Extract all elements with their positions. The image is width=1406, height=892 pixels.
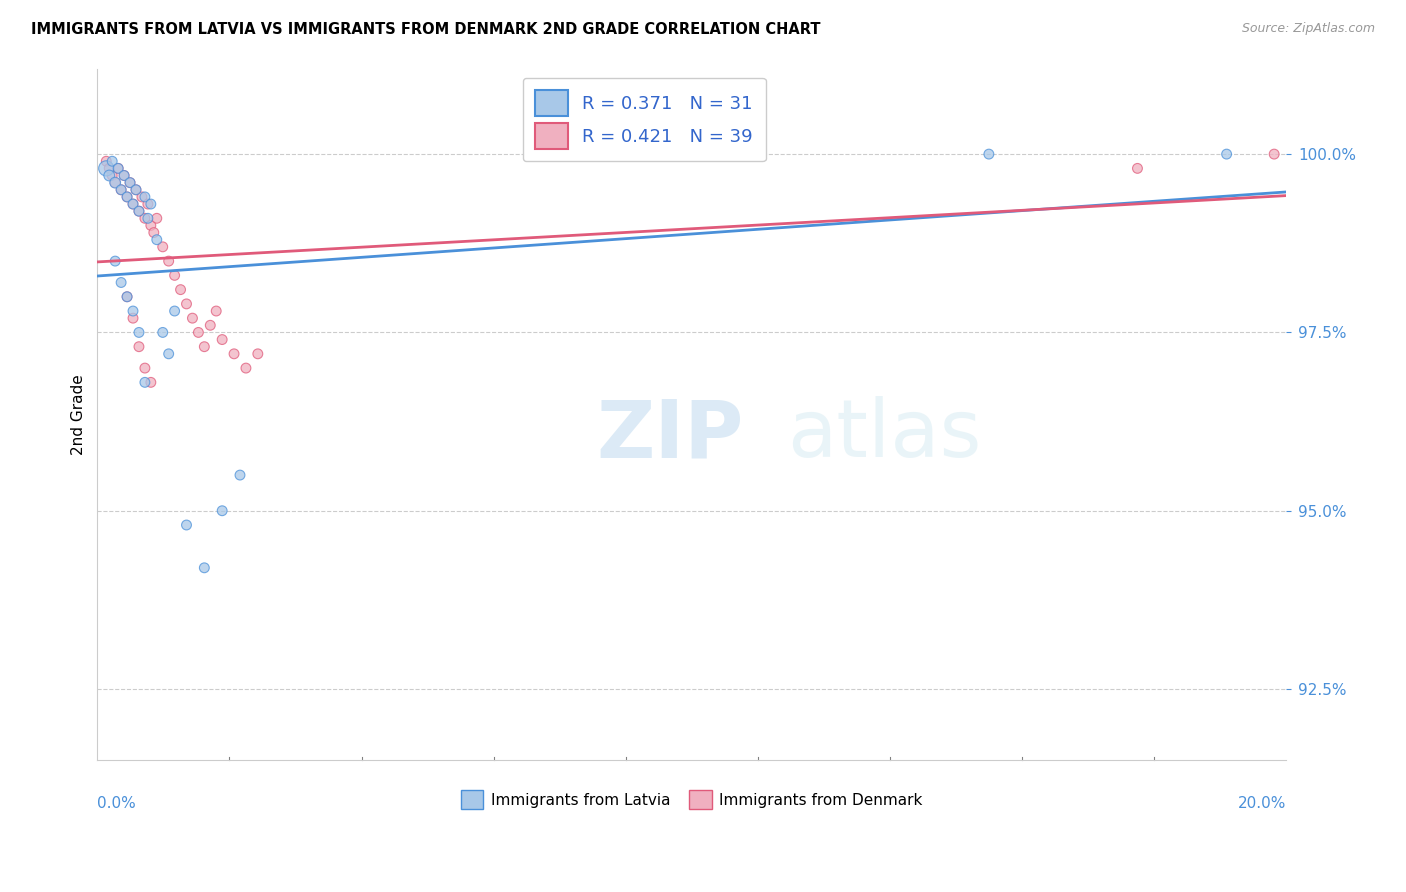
Point	[163, 268, 186, 283]
Point	[134, 190, 156, 204]
Point	[163, 304, 186, 318]
Point	[152, 240, 174, 254]
Point	[122, 311, 145, 326]
Point	[104, 254, 127, 268]
Point	[193, 340, 215, 354]
Point	[110, 183, 132, 197]
Point	[122, 197, 145, 211]
Point	[193, 561, 215, 575]
Point	[176, 518, 198, 533]
Text: Source: ZipAtlas.com: Source: ZipAtlas.com	[1241, 22, 1375, 36]
Point	[139, 197, 162, 211]
Point	[157, 254, 180, 268]
Point	[1215, 147, 1237, 161]
Point	[128, 204, 150, 219]
Point	[134, 376, 156, 390]
Point	[101, 154, 124, 169]
Point	[107, 161, 129, 176]
Point	[115, 190, 138, 204]
Point	[139, 219, 162, 233]
Point	[246, 347, 269, 361]
Text: atlas: atlas	[787, 396, 981, 475]
Point	[200, 318, 222, 333]
Point	[139, 376, 162, 390]
Text: 20.0%: 20.0%	[1237, 796, 1286, 811]
Point	[112, 169, 135, 183]
Point	[229, 468, 252, 483]
Point	[134, 211, 156, 226]
Point	[187, 326, 209, 340]
Point	[142, 226, 165, 240]
Point	[122, 304, 145, 318]
Point	[222, 347, 245, 361]
Point	[115, 290, 138, 304]
Point	[181, 311, 204, 326]
Point	[157, 347, 180, 361]
Point	[211, 504, 233, 518]
Point	[115, 190, 138, 204]
Point	[128, 340, 150, 354]
Point	[128, 326, 150, 340]
Legend: Immigrants from Latvia, Immigrants from Denmark: Immigrants from Latvia, Immigrants from …	[454, 784, 929, 815]
Point	[136, 211, 159, 226]
Point	[977, 147, 1000, 161]
Point	[110, 183, 132, 197]
Point	[146, 233, 169, 247]
Point	[128, 204, 150, 219]
Point	[110, 276, 132, 290]
Point	[98, 169, 121, 183]
Point	[122, 197, 145, 211]
Point	[104, 176, 127, 190]
Point	[1263, 147, 1285, 161]
Point	[131, 190, 153, 204]
Point	[104, 176, 127, 190]
Point	[134, 361, 156, 376]
Text: ZIP: ZIP	[596, 396, 744, 475]
Point	[1126, 161, 1149, 176]
Point	[112, 169, 135, 183]
Point	[235, 361, 257, 376]
Point	[107, 161, 129, 176]
Point	[96, 154, 118, 169]
Point	[169, 283, 191, 297]
Point	[211, 333, 233, 347]
Point	[98, 161, 121, 176]
Point	[125, 183, 148, 197]
Point	[118, 176, 141, 190]
Text: IMMIGRANTS FROM LATVIA VS IMMIGRANTS FROM DENMARK 2ND GRADE CORRELATION CHART: IMMIGRANTS FROM LATVIA VS IMMIGRANTS FRO…	[31, 22, 821, 37]
Point	[136, 197, 159, 211]
Point	[152, 326, 174, 340]
Point	[176, 297, 198, 311]
Text: 0.0%: 0.0%	[97, 796, 136, 811]
Point	[118, 176, 141, 190]
Point	[205, 304, 228, 318]
Point	[125, 183, 148, 197]
Y-axis label: 2nd Grade: 2nd Grade	[72, 374, 86, 455]
Point	[96, 161, 118, 176]
Point	[146, 211, 169, 226]
Point	[115, 290, 138, 304]
Point	[101, 169, 124, 183]
